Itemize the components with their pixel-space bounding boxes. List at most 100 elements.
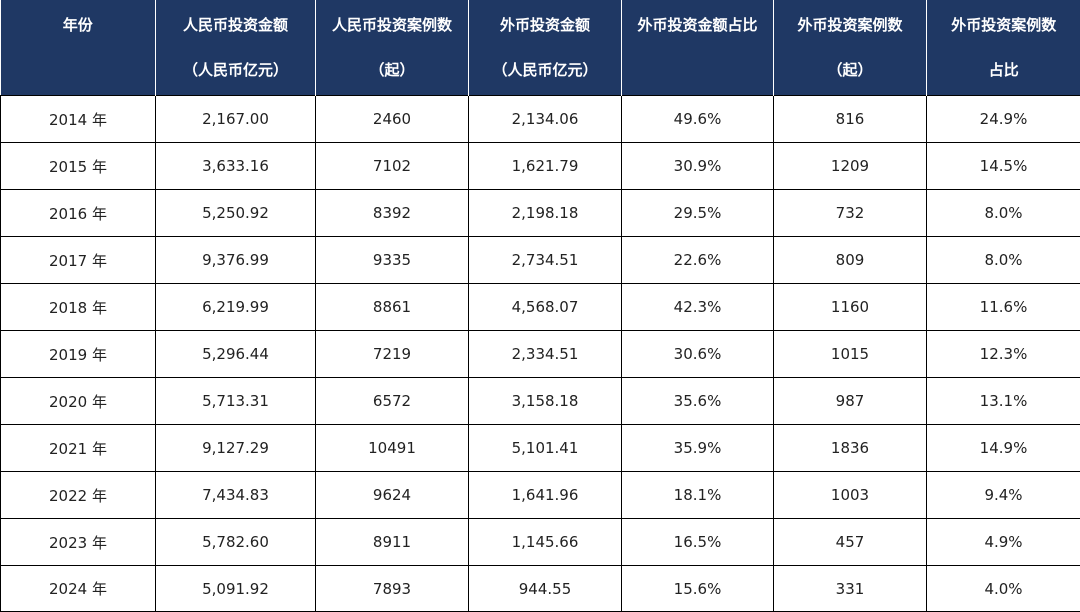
year-cell: 2018 年 bbox=[1, 284, 156, 331]
fx-amount-cell: 1,641.96 bbox=[469, 472, 622, 519]
fx-amount-cell: 944.55 bbox=[469, 566, 622, 612]
fx-cases-cell: 816 bbox=[774, 96, 927, 143]
fx-cases-share-cell: 12.3% bbox=[927, 331, 1080, 378]
header-rmb-amount: 人民币投资金额 （人民币亿元） bbox=[156, 0, 316, 96]
rmb-amount-cell: 9,376.99 bbox=[156, 237, 316, 284]
fx-cases-share-cell: 14.9% bbox=[927, 425, 1080, 472]
rmb-amount-cell: 5,713.31 bbox=[156, 378, 316, 425]
rmb-cases-cell: 6572 bbox=[316, 378, 469, 425]
fx-cases-cell: 1160 bbox=[774, 284, 927, 331]
rmb-amount-cell: 5,296.44 bbox=[156, 331, 316, 378]
fx-amount-cell: 1,145.66 bbox=[469, 519, 622, 566]
fx-cases-cell: 1003 bbox=[774, 472, 927, 519]
fx-amount-share-cell: 30.6% bbox=[622, 331, 774, 378]
fx-amount-cell: 1,621.79 bbox=[469, 143, 622, 190]
header-year: 年份 bbox=[1, 0, 156, 96]
fx-cases-share-cell: 8.0% bbox=[927, 190, 1080, 237]
rmb-amount-cell: 5,782.60 bbox=[156, 519, 316, 566]
rmb-cases-cell: 7102 bbox=[316, 143, 469, 190]
fx-cases-cell: 331 bbox=[774, 566, 927, 612]
rmb-cases-cell: 8911 bbox=[316, 519, 469, 566]
year-cell: 2017 年 bbox=[1, 237, 156, 284]
fx-amount-share-cell: 22.6% bbox=[622, 237, 774, 284]
rmb-cases-cell: 10491 bbox=[316, 425, 469, 472]
fx-cases-share-cell: 13.1% bbox=[927, 378, 1080, 425]
rmb-cases-cell: 8392 bbox=[316, 190, 469, 237]
header-fx-amount: 外币投资金额 （人民币亿元） bbox=[469, 0, 622, 96]
table-header-row: 年份 人民币投资金额 （人民币亿元） 人民币投资案例数 （起） 外币投资金额 （… bbox=[1, 0, 1080, 96]
header-fx-cases: 外币投资案例数 （起） bbox=[774, 0, 927, 96]
rmb-cases-cell: 9624 bbox=[316, 472, 469, 519]
header-rmb-cases-label: 人民币投资案例数 bbox=[316, 14, 468, 36]
fx-cases-cell: 809 bbox=[774, 237, 927, 284]
year-cell: 2020 年 bbox=[1, 378, 156, 425]
rmb-amount-cell: 3,633.16 bbox=[156, 143, 316, 190]
fx-amount-share-cell: 42.3% bbox=[622, 284, 774, 331]
header-rmb-amount-unit: （人民币亿元） bbox=[156, 59, 315, 81]
year-cell: 2019 年 bbox=[1, 331, 156, 378]
fx-cases-cell: 457 bbox=[774, 519, 927, 566]
year-cell: 2021 年 bbox=[1, 425, 156, 472]
rmb-cases-cell: 9335 bbox=[316, 237, 469, 284]
header-fx-cases-unit: （起） bbox=[774, 59, 926, 81]
fx-cases-share-cell: 11.6% bbox=[927, 284, 1080, 331]
fx-amount-share-cell: 29.5% bbox=[622, 190, 774, 237]
rmb-cases-cell: 7893 bbox=[316, 566, 469, 612]
fx-amount-share-cell: 49.6% bbox=[622, 96, 774, 143]
year-cell: 2014 年 bbox=[1, 96, 156, 143]
fx-amount-cell: 2,134.06 bbox=[469, 96, 622, 143]
fx-amount-cell: 3,158.18 bbox=[469, 378, 622, 425]
fx-amount-share-cell: 35.6% bbox=[622, 378, 774, 425]
header-rmb-cases-unit: （起） bbox=[316, 59, 468, 81]
fx-cases-share-cell: 24.9% bbox=[927, 96, 1080, 143]
fx-amount-share-cell: 35.9% bbox=[622, 425, 774, 472]
fx-cases-cell: 1015 bbox=[774, 331, 927, 378]
year-cell: 2016 年 bbox=[1, 190, 156, 237]
rmb-amount-cell: 2,167.00 bbox=[156, 96, 316, 143]
header-fx-amount-share: 外币投资金额占比 bbox=[622, 0, 774, 96]
rmb-amount-cell: 7,434.83 bbox=[156, 472, 316, 519]
rmb-amount-cell: 6,219.99 bbox=[156, 284, 316, 331]
year-cell: 2015 年 bbox=[1, 143, 156, 190]
fx-cases-share-cell: 14.5% bbox=[927, 143, 1080, 190]
fx-amount-cell: 2,734.51 bbox=[469, 237, 622, 284]
fx-amount-cell: 5,101.41 bbox=[469, 425, 622, 472]
header-year-label: 年份 bbox=[1, 14, 156, 36]
fx-amount-cell: 4,568.07 bbox=[469, 284, 622, 331]
header-fx-amount-label: 外币投资金额 bbox=[469, 14, 621, 36]
fx-amount-cell: 2,334.51 bbox=[469, 331, 622, 378]
rmb-cases-cell: 7219 bbox=[316, 331, 469, 378]
rmb-cases-cell: 8861 bbox=[316, 284, 469, 331]
year-cell: 2022 年 bbox=[1, 472, 156, 519]
header-fx-cases-share-unit: 占比 bbox=[927, 59, 1080, 81]
rmb-amount-cell: 9,127.29 bbox=[156, 425, 316, 472]
header-rmb-amount-label: 人民币投资金额 bbox=[156, 14, 315, 36]
fx-cases-share-cell: 4.9% bbox=[927, 519, 1080, 566]
fx-amount-share-cell: 30.9% bbox=[622, 143, 774, 190]
fx-cases-share-cell: 4.0% bbox=[927, 566, 1080, 612]
fx-amount-share-cell: 16.5% bbox=[622, 519, 774, 566]
fx-amount-share-cell: 15.6% bbox=[622, 566, 774, 612]
fx-cases-share-cell: 9.4% bbox=[927, 472, 1080, 519]
fx-cases-cell: 1209 bbox=[774, 143, 927, 190]
header-fx-amount-unit: （人民币亿元） bbox=[469, 59, 621, 81]
fx-amount-share-cell: 18.1% bbox=[622, 472, 774, 519]
header-rmb-cases: 人民币投资案例数 （起） bbox=[316, 0, 469, 96]
year-cell: 2023 年 bbox=[1, 519, 156, 566]
rmb-amount-cell: 5,250.92 bbox=[156, 190, 316, 237]
fx-cases-cell: 1836 bbox=[774, 425, 927, 472]
fx-cases-share-cell: 8.0% bbox=[927, 237, 1080, 284]
